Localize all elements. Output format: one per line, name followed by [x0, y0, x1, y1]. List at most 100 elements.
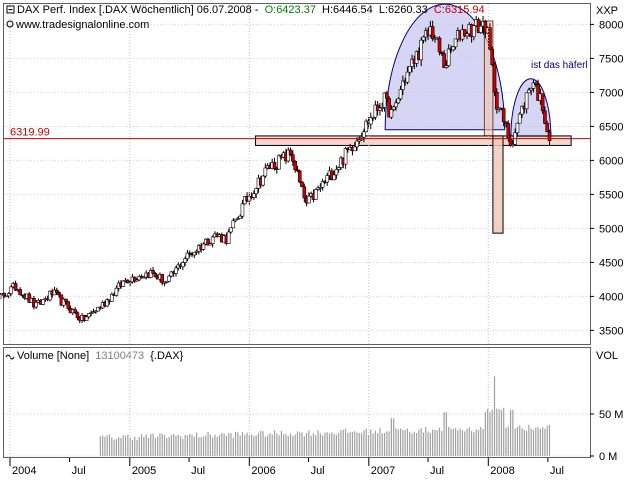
small-dome-label: ist das häferl [531, 60, 588, 71]
time-tick-label: 2004 [12, 465, 36, 477]
candle-up [185, 252, 190, 260]
close-value: C:6315.94 [434, 4, 485, 16]
candle-up [527, 89, 531, 94]
website-label: www.tradesignalonline.com [15, 19, 149, 31]
time-tick-label: Jul [191, 465, 205, 477]
candle-down [64, 298, 68, 302]
candle-down [272, 161, 277, 169]
candle-up [472, 25, 476, 37]
candle-down [300, 181, 304, 188]
candle-up [105, 299, 110, 307]
candle-up [167, 275, 171, 282]
volume-symbol: {.DAX} [150, 350, 183, 362]
candle-up [34, 302, 38, 308]
time-tick-label: 2005 [132, 465, 156, 477]
candle-up [531, 82, 536, 89]
candle-down [153, 273, 158, 277]
candle-up [4, 295, 9, 298]
price-tick-label: 5000 [599, 223, 623, 235]
volume-header: Volume [None] 13100473 {.DAX} VOL [5, 350, 618, 362]
candle-up [401, 80, 405, 90]
candle-up [336, 167, 341, 170]
chart-header: DAX Perf. Index [.DAX Wöchentlich] 06.07… [6, 4, 618, 31]
volume-value: 13100473 [95, 350, 144, 362]
svg-text:Volume [None] 13100473: Volume [None] 13100473 {.DAX} [17, 350, 184, 362]
candle-up [169, 271, 174, 277]
candle-up [453, 38, 458, 48]
price-tick-label: 5500 [599, 189, 623, 201]
candle-down [442, 53, 446, 68]
time-tick-label: 2008 [490, 465, 514, 477]
candle-up [6, 293, 11, 297]
candle-down [288, 149, 293, 155]
candle-down [462, 29, 467, 37]
candle-up [162, 281, 167, 284]
candle-up [137, 276, 142, 281]
candle-up [391, 106, 396, 110]
candle-down [75, 312, 80, 319]
candles [0, 15, 552, 324]
candle-up [389, 109, 394, 118]
candle-up [316, 187, 320, 190]
candle-up [368, 117, 373, 125]
candle-up [238, 215, 242, 219]
copyright-icon [6, 20, 14, 28]
candle-down [160, 274, 165, 284]
candle-up [373, 104, 378, 118]
time-tick-label: Jul [550, 465, 564, 477]
candle-up [231, 220, 236, 229]
candle-up [515, 122, 520, 134]
candle-up [121, 280, 126, 287]
candle-up [407, 66, 412, 73]
candle-up [240, 203, 245, 217]
price-tick-label: 4000 [599, 291, 623, 303]
candle-up [419, 39, 423, 61]
time-tick-label: 2007 [371, 465, 395, 477]
candle-down [297, 170, 302, 183]
candle-down [2, 292, 6, 297]
time-tick-label: Jul [72, 465, 86, 477]
candle-down [387, 98, 391, 118]
candle-down [440, 51, 444, 54]
price-target-zone [492, 135, 504, 234]
volume-axis-label: VOL [596, 350, 618, 362]
candle-up [332, 174, 336, 180]
candle-down [536, 84, 540, 101]
candle-up [394, 102, 398, 108]
candle-down [483, 21, 488, 34]
candle-up [325, 175, 330, 183]
candle-down [151, 270, 155, 274]
candle-down [187, 252, 192, 255]
candle-up [357, 139, 362, 142]
candle-down [13, 283, 18, 291]
candle-up [478, 25, 483, 33]
candle-down [540, 93, 545, 112]
candle-down [66, 301, 71, 309]
candle-up [343, 148, 348, 165]
candle-up [517, 113, 522, 124]
candle-up [405, 71, 410, 83]
candle-up [135, 279, 139, 282]
price-tick-label: 7000 [599, 87, 623, 99]
candle-up [286, 149, 291, 162]
candle-up [87, 313, 91, 318]
candle-up [192, 251, 197, 256]
candle-up [355, 140, 359, 148]
candle-up [261, 175, 265, 186]
candle-up [9, 286, 13, 294]
candle-up [229, 227, 233, 233]
chart-title: DAX Perf. Index [.DAX Wöchentlich] 06.07… [17, 4, 259, 16]
volume-tick-label: 0 M [599, 451, 617, 463]
candle-up [313, 189, 318, 200]
candle-up [398, 89, 403, 100]
volume-axis: 0 M 50 M [590, 409, 623, 463]
candle-down [437, 37, 442, 53]
price-tick-label: 3500 [599, 325, 623, 337]
candle-down [55, 289, 59, 293]
candle-down [543, 110, 547, 124]
candle-up [451, 46, 456, 51]
candle-up [41, 299, 45, 305]
candle-down [291, 154, 295, 162]
candle-down [293, 160, 297, 171]
candle-up [128, 281, 132, 284]
